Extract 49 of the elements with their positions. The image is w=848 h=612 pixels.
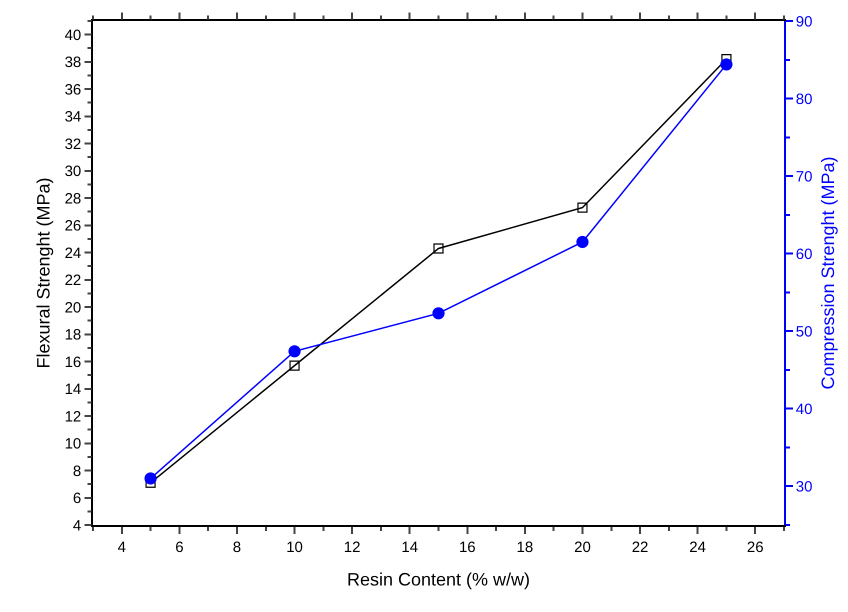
- x-tick-label: 14: [401, 538, 418, 556]
- y-axis-title: Flexural Strenght (MPa): [33, 177, 54, 369]
- y-tick-label: 34: [64, 108, 82, 126]
- y-tick-label: 40: [64, 26, 82, 44]
- y-tick-label: 24: [64, 244, 82, 262]
- point: [720, 58, 733, 71]
- y2-tick-label: 90: [796, 13, 812, 30]
- x-tick-label: 22: [632, 538, 648, 556]
- y-tick-label: 22: [64, 272, 82, 290]
- y2-axis-title: Compression Strenght (MPa): [818, 156, 838, 390]
- y-tick-label: 32: [64, 136, 82, 153]
- y-tick-label: 4: [72, 517, 82, 534]
- y-tick-label: 26: [64, 218, 82, 235]
- y2-tick-label: 60: [796, 246, 812, 263]
- y-tick-label: 36: [64, 81, 82, 98]
- point: [577, 202, 588, 213]
- y-tick-label: 28: [64, 190, 82, 208]
- y-tick-label: 6: [72, 490, 82, 508]
- y-tick-label: 16: [64, 354, 82, 371]
- point: [144, 472, 157, 485]
- y2-tick-label: 30: [796, 478, 812, 496]
- point: [576, 236, 589, 248]
- y-tick-label: 10: [64, 436, 82, 453]
- x-tick-label: 20: [574, 538, 591, 556]
- point: [289, 360, 300, 371]
- x-tick-label: 6: [175, 538, 184, 556]
- x-tick-label: 4: [118, 538, 126, 556]
- x-tick-label: 26: [746, 538, 764, 556]
- y-tick-label: 8: [72, 462, 82, 480]
- y2-tick-label: 50: [796, 323, 812, 340]
- y-tick-label: 20: [64, 299, 82, 316]
- x-tick-label: 24: [689, 538, 706, 556]
- x-tick-label: 12: [344, 538, 360, 556]
- y-tick-label: 30: [64, 163, 82, 180]
- y-tick-label: 12: [64, 408, 82, 426]
- x-tick-label: 10: [286, 538, 303, 556]
- point: [433, 243, 444, 254]
- x-tick-label: 18: [516, 538, 534, 556]
- point: [432, 307, 445, 320]
- y-tick-label: 38: [64, 54, 82, 72]
- y2-tick-label: 70: [796, 168, 812, 186]
- x-tick-label: 16: [458, 538, 476, 556]
- y2-tick-label: 40: [796, 400, 812, 418]
- x-tick-label: 8: [232, 538, 242, 556]
- y-tick-label: 18: [64, 326, 82, 344]
- y-tick-label: 14: [64, 381, 82, 398]
- x-axis-title: Resin Content (% w/w): [346, 569, 530, 590]
- point: [288, 345, 301, 358]
- y2-tick-label: 80: [796, 90, 812, 108]
